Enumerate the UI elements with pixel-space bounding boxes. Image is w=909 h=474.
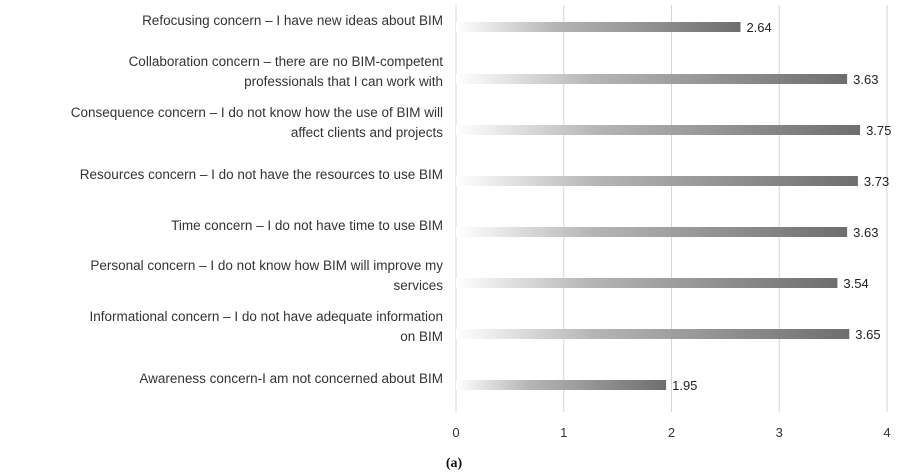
category-label: on BIM	[400, 329, 443, 344]
bar	[456, 380, 667, 390]
x-tick-label: 2	[668, 425, 675, 440]
bar	[456, 278, 838, 288]
category-labels: Refocusing concern – I have new ideas ab…	[71, 13, 443, 386]
bar	[456, 74, 848, 84]
category-label: Consequence concern – I do not know how …	[71, 105, 443, 120]
x-axis-ticks: 0 1 2 3 4	[452, 425, 890, 440]
category-label: Time concern – I do not have time to use…	[171, 218, 443, 233]
bar	[456, 329, 850, 339]
data-label: 3.63	[853, 225, 878, 240]
category-label: Collaboration concern – there are no BIM…	[129, 54, 444, 69]
data-label: 3.75	[866, 123, 891, 138]
category-label: Awareness concern-I am not concerned abo…	[139, 371, 443, 386]
data-label: 3.73	[864, 174, 889, 189]
category-label: Refocusing concern – I have new ideas ab…	[142, 13, 443, 28]
bar	[456, 125, 861, 135]
x-tick-label: 4	[883, 425, 890, 440]
x-tick-label: 1	[560, 425, 567, 440]
bar	[456, 176, 858, 186]
category-label: Informational concern – I do not have ad…	[90, 309, 443, 324]
bar	[456, 227, 848, 237]
x-tick-label: 0	[452, 425, 459, 440]
bars	[456, 22, 861, 390]
figure-caption: (a)	[446, 456, 463, 471]
data-label: 3.65	[855, 327, 880, 342]
x-tick-label: 3	[776, 425, 783, 440]
gridlines	[455, 5, 888, 412]
category-label: professionals that I can work with	[244, 74, 443, 89]
category-label: Resources concern – I do not have the re…	[80, 167, 443, 182]
data-label: 2.64	[746, 20, 771, 35]
category-label: affect clients and projects	[291, 125, 443, 140]
category-label: services	[393, 278, 443, 293]
bar	[456, 22, 741, 32]
data-label: 1.95	[672, 378, 697, 393]
data-label: 3.63	[853, 72, 878, 87]
value-labels: 2.64 3.63 3.75 3.73 3.63 3.54 3.65 1.95	[672, 20, 891, 393]
category-label: Personal concern – I do not know how BIM…	[90, 258, 443, 273]
data-label: 3.54	[843, 276, 868, 291]
